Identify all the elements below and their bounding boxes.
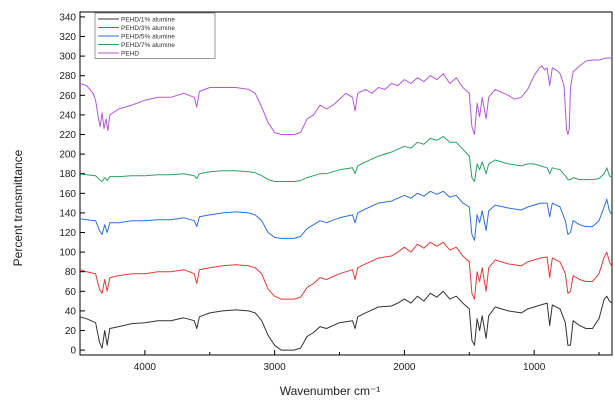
- y-axis-title: Percent transmittance: [11, 149, 25, 266]
- y-tick-label-240: 240: [59, 110, 76, 121]
- legend-label-1: PEHD/3% alumine: [121, 25, 175, 32]
- y-tick-label-120: 120: [59, 228, 76, 239]
- legend-label-0: PEHD/1% alumine: [121, 16, 175, 23]
- x-axis: 4000 3000 2000 1000: [79, 350, 600, 373]
- y-tick-label-180: 180: [59, 169, 76, 180]
- series-layer: [80, 57, 612, 351]
- y-tick-label-200: 200: [59, 150, 76, 161]
- y-tick-label-300: 300: [59, 52, 76, 63]
- x-tick-label-4000: 4000: [134, 362, 157, 373]
- plot-area: [79, 11, 613, 356]
- y-tick-label-20: 20: [65, 326, 77, 337]
- x-tick-label-1000: 1000: [523, 362, 546, 373]
- y-tick-label-40: 40: [65, 306, 77, 317]
- y-tick-label-80: 80: [65, 267, 77, 278]
- y-tick-label-340: 340: [59, 12, 76, 23]
- series-line-3: [80, 136, 612, 182]
- y-tick-label-0: 0: [70, 346, 76, 357]
- y-tick-label-140: 140: [59, 208, 76, 219]
- series-line-0: [80, 290, 612, 351]
- y-tick-label-220: 220: [59, 130, 76, 141]
- y-tick-label-160: 160: [59, 189, 76, 200]
- series-line-4: [80, 57, 612, 135]
- x-tick-label-3000: 3000: [264, 362, 287, 373]
- y-tick-label-100: 100: [59, 248, 76, 259]
- y-axis: 0 20 40 60 80 100 120 140 160 180 200 220 240 260 280 3…: [59, 12, 85, 357]
- series-line-2: [80, 190, 612, 241]
- legend-label-4: PEHD: [121, 50, 139, 57]
- legend-label-3: PEHD/7% alumine: [121, 42, 175, 49]
- y-tick-label-280: 280: [59, 71, 76, 82]
- plot-frame: [79, 11, 613, 356]
- y-tick-label-60: 60: [65, 287, 77, 298]
- x-tick-label-2000: 2000: [393, 362, 416, 373]
- x-axis-title: Wavenumber cm⁻¹: [280, 384, 381, 398]
- y-tick-label-320: 320: [59, 32, 76, 43]
- y-tick-label-260: 260: [59, 91, 76, 102]
- legend-label-2: PEHD/5% alumine: [121, 33, 175, 40]
- series-line-1: [80, 241, 612, 300]
